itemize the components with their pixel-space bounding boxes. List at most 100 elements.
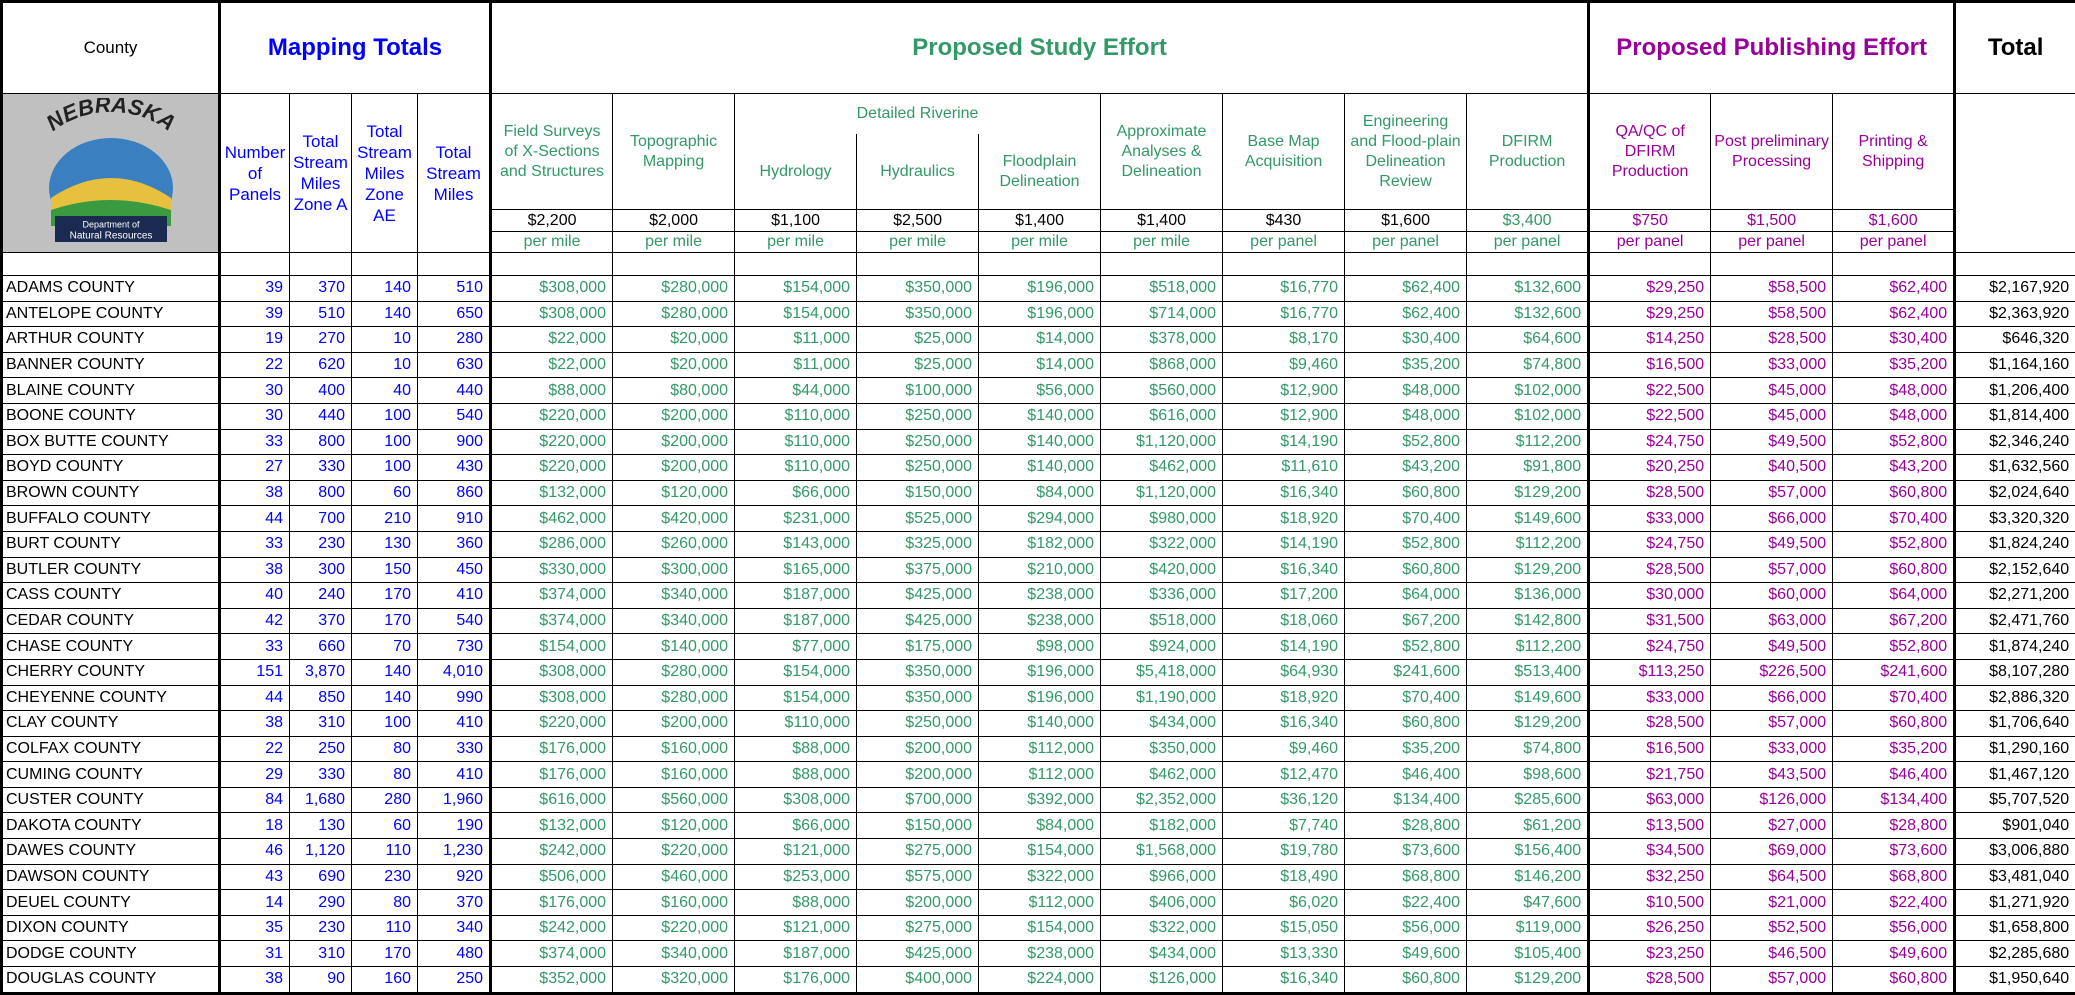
cell: $392,000 bbox=[978, 786, 1102, 814]
rate-cell: $1,600 per panel bbox=[1344, 209, 1468, 253]
cell: 1,960 bbox=[416, 786, 493, 814]
cell: $340,000 bbox=[612, 940, 736, 968]
cell: 10 bbox=[351, 326, 418, 353]
cell: $33,000 bbox=[1588, 505, 1712, 532]
data-row: CLAY COUNTY 38 310 100 410 $220,000 $200,000 $1… bbox=[1, 710, 2075, 737]
cell: 35 bbox=[219, 914, 290, 942]
cell: $61,200 bbox=[1466, 812, 1591, 840]
rate-row: $2,200 per mile $2,000 per mile $1,100 per mi… bbox=[2, 209, 2075, 253]
cell: $46,500 bbox=[1710, 940, 1834, 968]
cell: 450 bbox=[416, 556, 493, 584]
cell: $308,000 bbox=[490, 275, 614, 302]
cell: 410 bbox=[416, 761, 493, 788]
rate-unit: per mile bbox=[735, 231, 856, 252]
cell: 30 bbox=[219, 402, 290, 430]
cell: $43,200 bbox=[1344, 454, 1468, 481]
data-row: DAWES COUNTY 46 1,120 110 1,230 $242,000 $220,… bbox=[1, 838, 2075, 865]
cell: 90 bbox=[289, 966, 352, 994]
rate: $1,600 bbox=[1868, 212, 1918, 229]
cell: $60,000 bbox=[1710, 582, 1834, 609]
cell: 210 bbox=[351, 505, 418, 532]
cell: 39 bbox=[219, 275, 290, 302]
cell: $20,000 bbox=[612, 326, 736, 353]
cell: $966,000 bbox=[1100, 863, 1224, 891]
county-name: DODGE COUNTY bbox=[1, 940, 221, 968]
cell: $25,000 bbox=[856, 351, 980, 379]
cell: $1,658,800 bbox=[1954, 914, 2075, 942]
data-row: BUTLER COUNTY 38 300 150 450 $330,000 $300,000… bbox=[1, 556, 2075, 584]
cell: 330 bbox=[289, 761, 352, 788]
cell: $112,200 bbox=[1466, 530, 1591, 558]
cell: $560,000 bbox=[1100, 377, 1224, 404]
cell: $62,400 bbox=[1832, 300, 1957, 328]
cell: $20,250 bbox=[1588, 454, 1712, 481]
cell: $140,000 bbox=[978, 454, 1102, 481]
cell: 130 bbox=[289, 812, 352, 840]
cell: $80,000 bbox=[612, 377, 736, 404]
cell: $60,800 bbox=[1344, 479, 1468, 507]
county-name: COLFAX COUNTY bbox=[1, 735, 221, 763]
cell: $129,200 bbox=[1466, 556, 1591, 584]
cell: $14,190 bbox=[1222, 633, 1346, 660]
column-title: Total Stream Miles Zone A bbox=[289, 93, 352, 253]
cell: $64,930 bbox=[1222, 658, 1346, 686]
cell: $176,000 bbox=[490, 889, 614, 916]
county-name: CASS COUNTY bbox=[1, 582, 221, 609]
rate-cell: $1,100 per mile bbox=[734, 209, 858, 253]
cell: $18,920 bbox=[1222, 505, 1346, 532]
county-name: CUSTER COUNTY bbox=[1, 786, 221, 814]
cell: $29,250 bbox=[1588, 275, 1712, 302]
cell: $28,500 bbox=[1588, 966, 1712, 994]
rate-unit: per panel bbox=[1711, 231, 1832, 252]
county-name: DAWES COUNTY bbox=[1, 838, 221, 865]
cell: 270 bbox=[289, 326, 352, 353]
column-title: Field Surveys of X-Sections and Structur… bbox=[490, 93, 614, 210]
cell: $220,000 bbox=[490, 402, 614, 430]
cell: 27 bbox=[219, 454, 290, 481]
rate-unit: per mile bbox=[492, 231, 612, 252]
rate-cell: $2,500 per mile bbox=[856, 209, 980, 253]
cell: $322,000 bbox=[978, 863, 1102, 891]
cell: $980,000 bbox=[1100, 505, 1224, 532]
study-header: Proposed Study Effort bbox=[490, 1, 1591, 94]
cell: $154,000 bbox=[978, 838, 1102, 865]
mapping-header: Mapping Totals bbox=[218, 1, 493, 94]
cell: $2,886,320 bbox=[1954, 684, 2075, 712]
county-name: CUMING COUNTY bbox=[1, 761, 221, 788]
cell: $63,000 bbox=[1588, 786, 1712, 814]
cell: $182,000 bbox=[978, 530, 1102, 558]
cell: $425,000 bbox=[856, 940, 980, 968]
cell: $1,874,240 bbox=[1954, 633, 2075, 660]
cell: $2,363,920 bbox=[1954, 300, 2075, 328]
cell: $154,000 bbox=[734, 658, 858, 686]
cell: $154,000 bbox=[734, 275, 858, 302]
cell: 280 bbox=[416, 326, 493, 353]
cell: 43 bbox=[219, 863, 290, 891]
data-row: CASS COUNTY 40 240 170 410 $374,000 $340,000 $1… bbox=[1, 582, 2075, 609]
cell: $91,800 bbox=[1466, 454, 1591, 481]
cell: $60,800 bbox=[1832, 556, 1957, 584]
cell: $134,400 bbox=[1832, 786, 1957, 814]
cell: $868,000 bbox=[1100, 351, 1224, 379]
county-name: BUFFALO COUNTY bbox=[1, 505, 221, 532]
cell: $70,400 bbox=[1832, 505, 1957, 532]
cell: $98,600 bbox=[1466, 761, 1591, 788]
cell: $196,000 bbox=[978, 658, 1102, 686]
column-title: Hydrology bbox=[734, 134, 858, 210]
cell: 230 bbox=[289, 914, 352, 942]
blank-cell bbox=[612, 252, 736, 276]
total-title bbox=[1954, 93, 2075, 253]
cell: 38 bbox=[219, 710, 290, 737]
cell: $140,000 bbox=[978, 428, 1102, 456]
cell: 160 bbox=[351, 966, 418, 994]
cell: 540 bbox=[416, 607, 493, 635]
cell: $28,800 bbox=[1344, 812, 1468, 840]
cell: 280 bbox=[351, 786, 418, 814]
cell: $9,460 bbox=[1222, 351, 1346, 379]
cell: $26,250 bbox=[1588, 914, 1712, 942]
cell: $64,000 bbox=[1832, 582, 1957, 609]
county-name: ADAMS COUNTY bbox=[1, 275, 221, 302]
cell: $3,320,320 bbox=[1954, 505, 2075, 532]
cell: $22,500 bbox=[1588, 402, 1712, 430]
